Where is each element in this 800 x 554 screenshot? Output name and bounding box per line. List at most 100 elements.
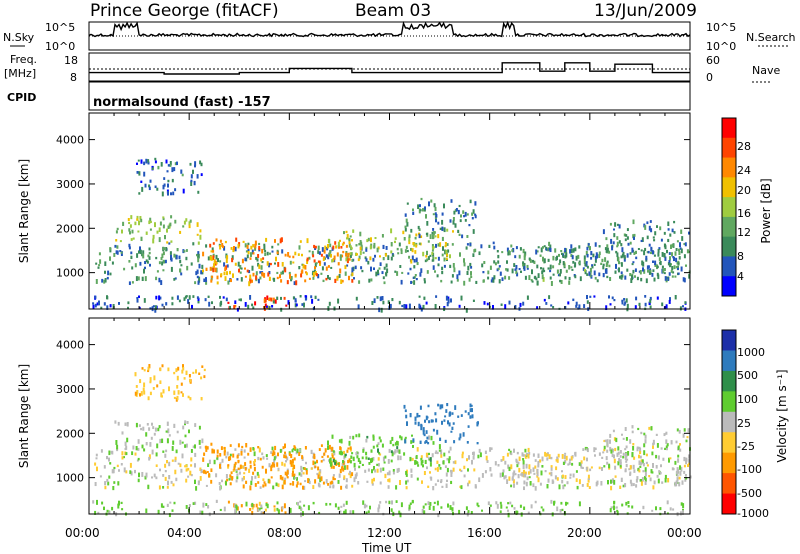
velocity-scatter-point (637, 468, 640, 472)
power-scatter-point (197, 297, 200, 302)
power-scatter-point (128, 246, 131, 250)
velocity-scatter-point (664, 447, 667, 451)
power-scatter-point (626, 303, 629, 309)
velocity-scatter-point (208, 473, 211, 478)
power-scatter-point (314, 295, 317, 300)
velocity-scatter-point (432, 428, 435, 432)
power-scatter-point (294, 298, 297, 303)
velocity-scatter-point (116, 444, 119, 450)
velocity-scatter-point (472, 451, 475, 456)
velocity-scatter-point (638, 460, 641, 465)
power-scatter-point (304, 265, 307, 270)
power-scatter-point (121, 229, 123, 234)
velocity-scatter-point (237, 467, 240, 471)
velocity-scatter-point (683, 470, 686, 474)
power-scatter-point (483, 301, 486, 305)
power-scatter-point (128, 228, 131, 232)
velocity-scatter-point (334, 459, 337, 464)
velocity-scatter-point (409, 413, 412, 418)
power-scatter-point (439, 227, 442, 231)
power-scatter-point (664, 245, 667, 250)
power-scatter-point (643, 269, 646, 274)
power-scatter-point (306, 257, 309, 262)
power-scatter-point (496, 268, 499, 272)
power-colorbar-segment (722, 118, 736, 139)
power-scatter-point (254, 301, 257, 306)
power-scatter-point (219, 244, 222, 250)
power-scatter-point (148, 256, 151, 260)
velocity-scatter-point (386, 472, 389, 476)
velocity-scatter-point (148, 456, 151, 461)
power-scatter-point (205, 267, 208, 271)
power-scatter-point (354, 265, 357, 270)
power-scatter-point (322, 279, 325, 283)
power-scatter-point (290, 276, 293, 280)
velocity-scatter-point (124, 422, 127, 426)
velocity-scatter-point (351, 472, 354, 477)
velocity-scatter-point (622, 456, 625, 459)
velocity-scatter-point (123, 456, 125, 459)
power-scatter-point (170, 240, 173, 243)
velocity-scatter-point (546, 453, 549, 457)
velocity-scatter-point (460, 485, 463, 490)
velocity-scatter-point (205, 503, 208, 507)
power-scatter-point (163, 177, 166, 180)
power-scatter-point (339, 254, 342, 258)
power-scatter-point (116, 227, 119, 231)
power-scatter-point (155, 295, 158, 300)
velocity-scatter-point (188, 429, 190, 434)
power-scatter-point (641, 237, 644, 242)
velocity-scatter-point (182, 393, 184, 397)
velocity-scatter-point (403, 452, 406, 456)
velocity-scatter-point (341, 463, 344, 467)
velocity-colorbar-label: Velocity [m s⁻¹] (775, 369, 789, 462)
velocity-scatter-point (619, 459, 622, 464)
velocity-scatter-point (471, 459, 473, 465)
velocity-scatter-point (585, 448, 588, 451)
power-scatter-point (318, 251, 321, 255)
power-scatter-point (329, 250, 332, 254)
power-scatter-point (564, 247, 567, 253)
velocity-scatter-point (254, 459, 256, 463)
velocity-scatter-point (580, 466, 583, 469)
power-scatter-point (349, 245, 352, 248)
velocity-scatter-point (384, 455, 387, 459)
velocity-scatter-point (324, 448, 327, 453)
power-scatter-point (317, 274, 320, 279)
velocity-scatter-point (346, 449, 349, 453)
velocity-scatter-point (497, 464, 500, 467)
velocity-scatter-point (481, 509, 483, 512)
frequency-series-line (89, 62, 690, 75)
power-scatter-point (197, 241, 200, 245)
velocity-scatter-point (257, 446, 260, 449)
power-scatter-point (130, 238, 133, 241)
velocity-scatter-point (236, 473, 239, 476)
velocity-scatter-point (349, 435, 352, 439)
velocity-scatter-point (113, 466, 116, 470)
velocity-scatter-point (349, 473, 352, 479)
velocity-scatter-point (232, 468, 235, 472)
power-scatter-point (515, 270, 518, 274)
velocity-scatter-point (129, 470, 132, 474)
velocity-scatter-point (627, 505, 630, 508)
power-scatter-point (382, 244, 385, 250)
power-scatter-point (148, 251, 151, 255)
velocity-scatter-point (457, 415, 460, 418)
velocity-scatter-point (564, 452, 567, 455)
velocity-scatter-point (202, 502, 205, 508)
velocity-scatter-point (370, 458, 372, 463)
velocity-scatter-point (104, 485, 107, 490)
power-scatter-layer (92, 157, 691, 313)
power-scatter-point (594, 255, 597, 260)
velocity-scatter-point (512, 479, 515, 484)
power-scatter-point (139, 246, 141, 251)
velocity-scatter-point (219, 463, 221, 469)
velocity-scatter-point (548, 454, 551, 460)
power-scatter-point (308, 250, 311, 253)
power-scatter-point (657, 252, 660, 257)
power-scatter-point (337, 298, 340, 304)
power-scatter-point (426, 258, 429, 262)
power-scatter-point (621, 301, 624, 305)
power-scatter-point (562, 261, 565, 266)
power-scatter-point (394, 237, 397, 240)
